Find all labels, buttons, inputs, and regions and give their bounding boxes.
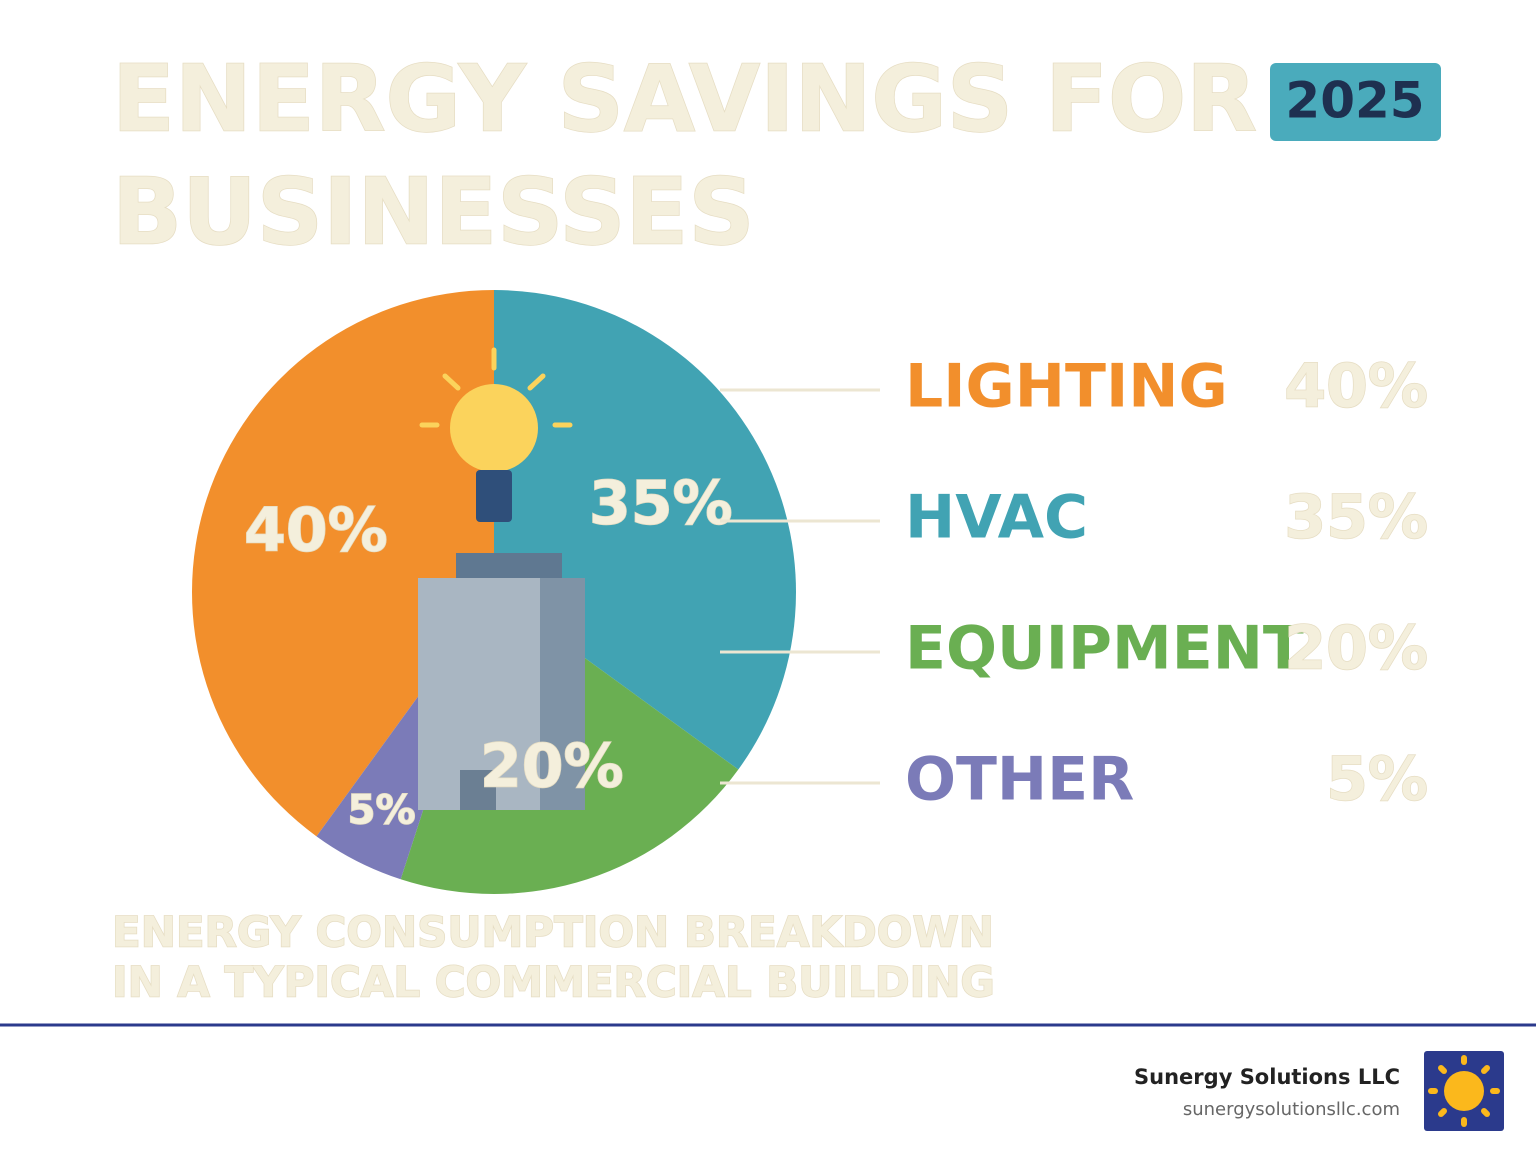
company-url: sunergysolutionsllc.com xyxy=(1183,1099,1400,1120)
legend-value: 35% xyxy=(1284,483,1428,553)
title-line: BUSINESSES xyxy=(112,158,755,265)
logo xyxy=(1424,1051,1504,1131)
pie-slice xyxy=(494,290,796,770)
slice-label: 35% xyxy=(589,469,733,539)
legend-label: OTHER xyxy=(905,745,1134,815)
slice-label: 5% xyxy=(348,788,416,834)
company-name: Sunergy Solutions LLC xyxy=(1134,1065,1400,1089)
legend-value: 40% xyxy=(1284,352,1428,422)
slice-label: 20% xyxy=(480,732,624,802)
legend-value: 5% xyxy=(1326,745,1428,815)
title-line: ENERGY SAVINGS FOR xyxy=(112,45,1257,152)
legend-label: HVAC xyxy=(905,483,1088,553)
legend-value: 20% xyxy=(1284,614,1428,684)
building-icon xyxy=(418,553,585,810)
badge-bg xyxy=(1270,63,1441,141)
subtitle-line: IN A TYPICAL COMMERCIAL BUILDING xyxy=(112,958,995,1007)
slice-label: 40% xyxy=(244,496,388,566)
legend-label: LIGHTING xyxy=(905,352,1228,422)
subtitle-line: ENERGY CONSUMPTION BREAKDOWN xyxy=(112,908,994,957)
pie-slice xyxy=(192,290,495,837)
legend-label: EQUIPMENT xyxy=(905,614,1304,684)
bulb-icon xyxy=(419,347,573,522)
badge: 2025 xyxy=(1285,72,1424,130)
